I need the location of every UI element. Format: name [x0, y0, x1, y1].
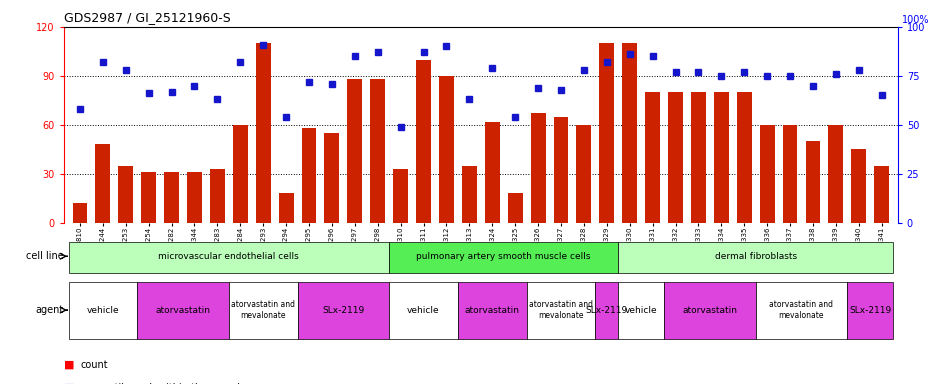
Bar [526, 281, 595, 339]
Bar [600, 43, 614, 223]
Bar [508, 194, 523, 223]
Bar [576, 125, 591, 223]
Bar [72, 203, 87, 223]
Bar [302, 128, 317, 223]
Bar [228, 281, 298, 339]
Bar [370, 79, 385, 223]
Bar [69, 242, 389, 273]
Bar [96, 144, 110, 223]
Bar [664, 281, 756, 339]
Bar [874, 166, 889, 223]
Text: vehicle: vehicle [86, 306, 119, 314]
Bar [806, 141, 821, 223]
Text: atorvastatin: atorvastatin [155, 306, 211, 314]
Text: microvascular endothelial cells: microvascular endothelial cells [159, 252, 299, 261]
Bar [458, 281, 526, 339]
Bar [737, 92, 752, 223]
Bar [619, 281, 664, 339]
Bar [256, 43, 271, 223]
Text: dermal fibroblasts: dermal fibroblasts [714, 252, 797, 261]
Bar [298, 281, 389, 339]
Bar [713, 92, 728, 223]
Bar [278, 194, 293, 223]
Text: percentile rank within the sample: percentile rank within the sample [81, 383, 246, 384]
Bar [210, 169, 225, 223]
Bar [828, 125, 843, 223]
Text: pulmonary artery smooth muscle cells: pulmonary artery smooth muscle cells [416, 252, 591, 261]
Text: ■: ■ [64, 383, 74, 384]
Bar [462, 166, 477, 223]
Text: atorvastatin: atorvastatin [464, 306, 520, 314]
Bar [69, 281, 137, 339]
Bar [324, 133, 339, 223]
Bar [141, 172, 156, 223]
Text: agent: agent [35, 305, 64, 315]
Bar [187, 172, 202, 223]
Bar [164, 172, 179, 223]
Bar [389, 281, 458, 339]
Bar [531, 113, 545, 223]
Text: SLx-2119: SLx-2119 [586, 306, 628, 314]
Text: atorvastatin and
mevalonate: atorvastatin and mevalonate [529, 300, 593, 320]
Bar [485, 121, 500, 223]
Bar [619, 242, 893, 273]
Bar [389, 242, 619, 273]
Bar [233, 125, 248, 223]
Bar [622, 43, 637, 223]
Bar [439, 76, 454, 223]
Text: count: count [81, 360, 108, 370]
Bar [645, 92, 660, 223]
Bar [595, 281, 619, 339]
Text: ■: ■ [64, 360, 74, 370]
Bar [118, 166, 133, 223]
Text: 100%: 100% [901, 15, 930, 25]
Bar [847, 281, 893, 339]
Bar [416, 60, 431, 223]
Text: GDS2987 / GI_25121960-S: GDS2987 / GI_25121960-S [64, 11, 230, 24]
Bar [554, 117, 569, 223]
Text: atorvastatin and
mevalonate: atorvastatin and mevalonate [770, 300, 834, 320]
Text: atorvastatin and
mevalonate: atorvastatin and mevalonate [231, 300, 295, 320]
Bar [137, 281, 228, 339]
Text: atorvastatin: atorvastatin [682, 306, 737, 314]
Text: vehicle: vehicle [407, 306, 440, 314]
Text: vehicle: vehicle [625, 306, 657, 314]
Bar [756, 281, 847, 339]
Bar [852, 149, 866, 223]
Bar [691, 92, 706, 223]
Bar [348, 79, 362, 223]
Bar [393, 169, 408, 223]
Bar [783, 125, 797, 223]
Bar [668, 92, 683, 223]
Bar [760, 125, 775, 223]
Text: SLx-2119: SLx-2119 [322, 306, 365, 314]
Text: cell line: cell line [25, 251, 64, 261]
Text: SLx-2119: SLx-2119 [849, 306, 891, 314]
